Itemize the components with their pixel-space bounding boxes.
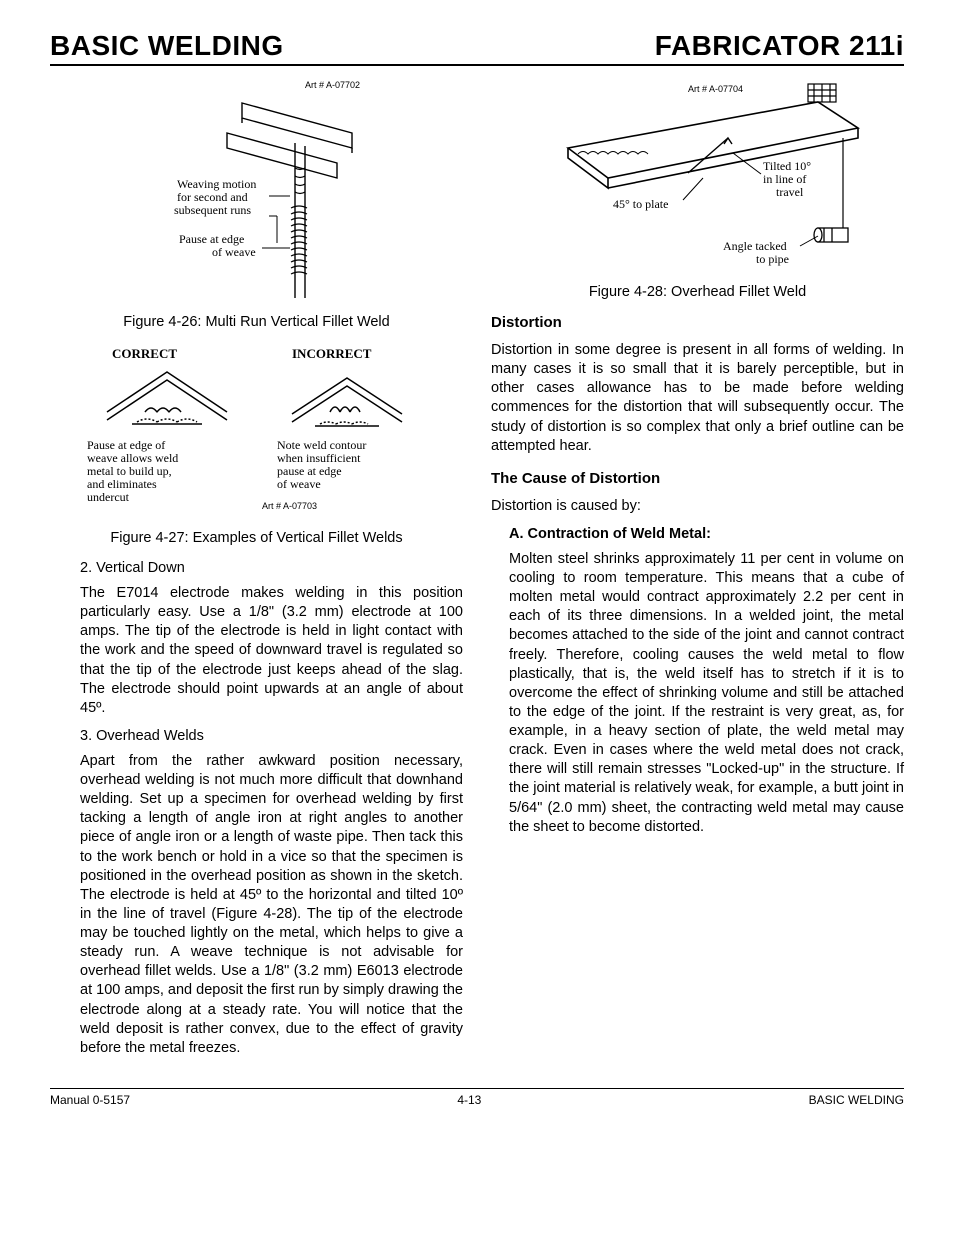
item-2-heading: 2. Vertical Down — [80, 560, 463, 576]
distortion-p1: Distortion in some degree is present in … — [491, 341, 904, 456]
right-column: Art # A-07704 — [491, 78, 904, 1068]
fig27-diagram: CORRECT Pause at edge of weave allows we… — [67, 344, 447, 524]
svg-text:for second and: for second and — [177, 190, 248, 204]
svg-text:when insufficient: when insufficient — [277, 451, 361, 465]
fig28-diagram: Art # A-07704 — [518, 78, 878, 278]
footer-left: Manual 0-5157 — [50, 1093, 130, 1107]
footer-center: 4-13 — [457, 1093, 481, 1107]
letter-A-body: Molten steel shrinks approximately 11 pe… — [509, 550, 904, 837]
svg-text:travel: travel — [776, 185, 804, 199]
svg-text:Note weld contour: Note weld contour — [277, 438, 366, 452]
svg-text:to pipe: to pipe — [756, 252, 789, 266]
svg-text:in line of: in line of — [763, 172, 806, 186]
header-left: BASIC WELDING — [50, 30, 284, 62]
fig26-caption: Figure 4-26: Multi Run Vertical Fillet W… — [50, 314, 463, 330]
cause-intro: Distortion is caused by: — [491, 497, 904, 516]
figure-4-27: CORRECT Pause at edge of weave allows we… — [50, 344, 463, 546]
item-2-body: The E7014 electrode makes welding in thi… — [80, 584, 463, 718]
fig27-correct-label: CORRECT — [112, 346, 177, 361]
content-columns: Art # A-07702 — [50, 78, 904, 1068]
svg-text:pause at edge: pause at edge — [277, 464, 342, 478]
svg-text:Pause at edge of: Pause at edge of — [87, 438, 165, 452]
svg-text:undercut: undercut — [87, 490, 130, 504]
svg-text:of weave: of weave — [212, 245, 256, 259]
header-right: FABRICATOR 211i — [655, 30, 904, 62]
fig28-artnum: Art # A-07704 — [688, 84, 743, 94]
page-footer: Manual 0-5157 4-13 BASIC WELDING — [50, 1088, 904, 1107]
svg-text:Tilted 10°: Tilted 10° — [763, 159, 811, 173]
left-column: Art # A-07702 — [50, 78, 463, 1068]
distortion-heading: Distortion — [491, 314, 904, 331]
figure-4-26: Art # A-07702 — [50, 78, 463, 330]
fig26-label2-l1: Pause at edge — [179, 232, 244, 246]
item-3-body: Apart from the rather awkward position n… — [80, 752, 463, 1058]
page-header: BASIC WELDING FABRICATOR 211i — [50, 30, 904, 66]
fig27-incorrect-label: INCORRECT — [292, 346, 372, 361]
figure-4-28: Art # A-07704 — [491, 78, 904, 300]
fig26-label1-l1: Weaving motion — [177, 177, 256, 191]
footer-right: BASIC WELDING — [809, 1093, 904, 1107]
cause-heading: The Cause of Distortion — [491, 470, 904, 487]
fig28-caption: Figure 4-28: Overhead Fillet Weld — [491, 284, 904, 300]
svg-text:metal to build up,: metal to build up, — [87, 464, 172, 478]
svg-text:subsequent runs: subsequent runs — [174, 203, 251, 217]
fig27-caption: Figure 4-27: Examples of Vertical Fillet… — [50, 530, 463, 546]
letter-A-heading: A. Contraction of Weld Metal: — [509, 526, 904, 542]
fig26-diagram: Art # A-07702 — [107, 78, 407, 308]
svg-text:Angle tacked: Angle tacked — [723, 239, 787, 253]
item-3-heading: 3. Overhead Welds — [80, 728, 463, 744]
svg-text:of weave: of weave — [277, 477, 321, 491]
svg-text:and eliminates: and eliminates — [87, 477, 157, 491]
fig28-l1: 45° to plate — [613, 197, 668, 211]
fig26-artnum: Art # A-07702 — [305, 80, 360, 90]
svg-text:weave allows weld: weave allows weld — [87, 451, 178, 465]
fig27-artnum: Art # A-07703 — [262, 501, 317, 511]
